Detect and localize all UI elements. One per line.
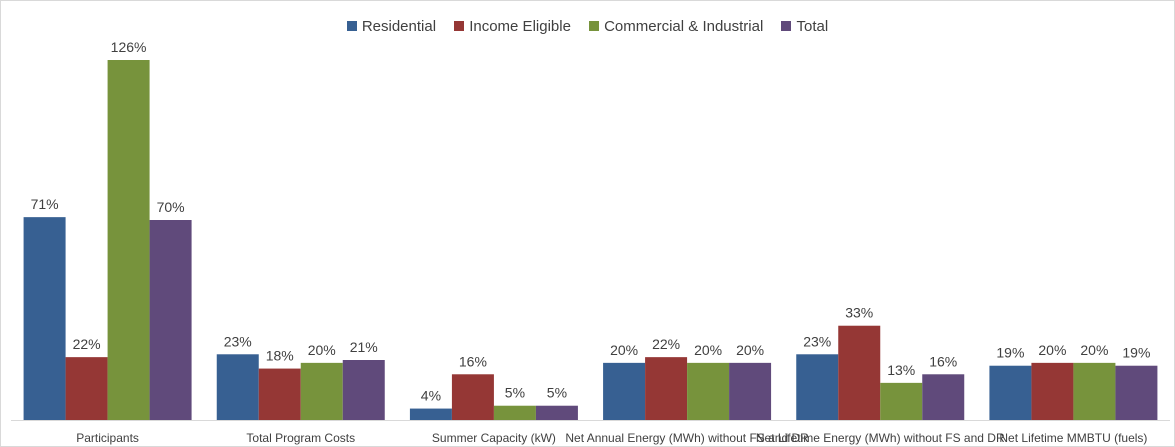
bar-commercial-industrial-3 xyxy=(687,362,730,420)
bar-residential-0 xyxy=(23,217,66,420)
bar-residential-4 xyxy=(796,354,839,420)
bar-total-4 xyxy=(922,374,965,420)
data-label: 23% xyxy=(803,333,831,349)
legend-swatch-commercial-industrial xyxy=(589,21,600,31)
bar-commercial-industrial-1 xyxy=(300,362,343,420)
bar-income-eligible-1 xyxy=(258,368,301,420)
data-label: 19% xyxy=(1122,345,1150,361)
data-label: 16% xyxy=(929,353,957,369)
legend-swatch-total xyxy=(781,21,792,31)
category-label: Total Program Costs xyxy=(246,431,355,445)
data-label: 20% xyxy=(308,342,336,358)
data-label: 5% xyxy=(547,385,567,401)
data-label: 33% xyxy=(845,305,873,321)
legend-label-commercial-industrial: Commercial & Industrial xyxy=(604,18,764,35)
bar-residential-5 xyxy=(989,365,1032,420)
category-label: Net Lifetime MMBTU (fuels) xyxy=(999,431,1147,445)
bar-income-eligible-4 xyxy=(838,325,881,420)
category-label: Summer Capacity (kW) xyxy=(432,431,556,445)
legend-item-income-eligible: Income Eligible xyxy=(454,18,571,35)
bar-residential-1 xyxy=(216,354,259,420)
bar-commercial-industrial-2 xyxy=(493,405,536,420)
data-label: 18% xyxy=(266,348,294,364)
bar-commercial-industrial-4 xyxy=(880,382,923,420)
data-label: 16% xyxy=(459,353,487,369)
data-label: 126% xyxy=(111,39,147,55)
bar-total-0 xyxy=(149,220,192,420)
bar-total-1 xyxy=(342,360,385,420)
bar-total-3 xyxy=(729,362,772,420)
data-label: 71% xyxy=(31,196,59,212)
legend-swatch-residential xyxy=(346,21,357,31)
data-label: 22% xyxy=(652,336,680,352)
data-label: 22% xyxy=(73,336,101,352)
legend-item-total: Total xyxy=(781,18,828,35)
data-label: 20% xyxy=(610,342,638,358)
bar-total-2 xyxy=(535,405,578,420)
data-label: 23% xyxy=(224,333,252,349)
bar-commercial-industrial-5 xyxy=(1073,362,1116,420)
category-label: Participants xyxy=(76,431,139,445)
data-label: 20% xyxy=(736,342,764,358)
legend: Residential Income Eligible Commercial &… xyxy=(0,18,1175,35)
bar-residential-2 xyxy=(409,408,452,420)
legend-item-residential: Residential xyxy=(346,18,437,35)
legend-label-income-eligible: Income Eligible xyxy=(469,18,571,35)
bar-income-eligible-5 xyxy=(1031,362,1074,420)
data-label: 20% xyxy=(1080,342,1108,358)
data-label: 20% xyxy=(694,342,722,358)
data-label: 13% xyxy=(887,362,915,378)
bar-income-eligible-2 xyxy=(451,374,494,420)
legend-label-residential: Residential xyxy=(361,18,437,35)
data-label: 20% xyxy=(1038,342,1066,358)
category-label: Net Lifetime Energy (MWh) without FS and… xyxy=(756,431,1005,445)
bar-residential-3 xyxy=(603,362,646,420)
category-label: Net Annual Energy (MWh) without FS and D… xyxy=(565,431,809,445)
legend-item-commercial-industrial: Commercial & Industrial xyxy=(589,18,763,35)
data-label: 4% xyxy=(421,388,441,404)
data-label: 21% xyxy=(350,339,378,355)
data-label: 19% xyxy=(996,345,1024,361)
data-label: 5% xyxy=(505,385,525,401)
bar-income-eligible-0 xyxy=(65,357,108,420)
legend-swatch-income-eligible xyxy=(454,21,465,31)
data-label: 70% xyxy=(157,199,185,215)
bar-commercial-industrial-0 xyxy=(107,60,150,420)
legend-label-total: Total xyxy=(796,18,829,35)
bar-total-5 xyxy=(1115,365,1158,420)
bar-income-eligible-3 xyxy=(645,357,688,420)
